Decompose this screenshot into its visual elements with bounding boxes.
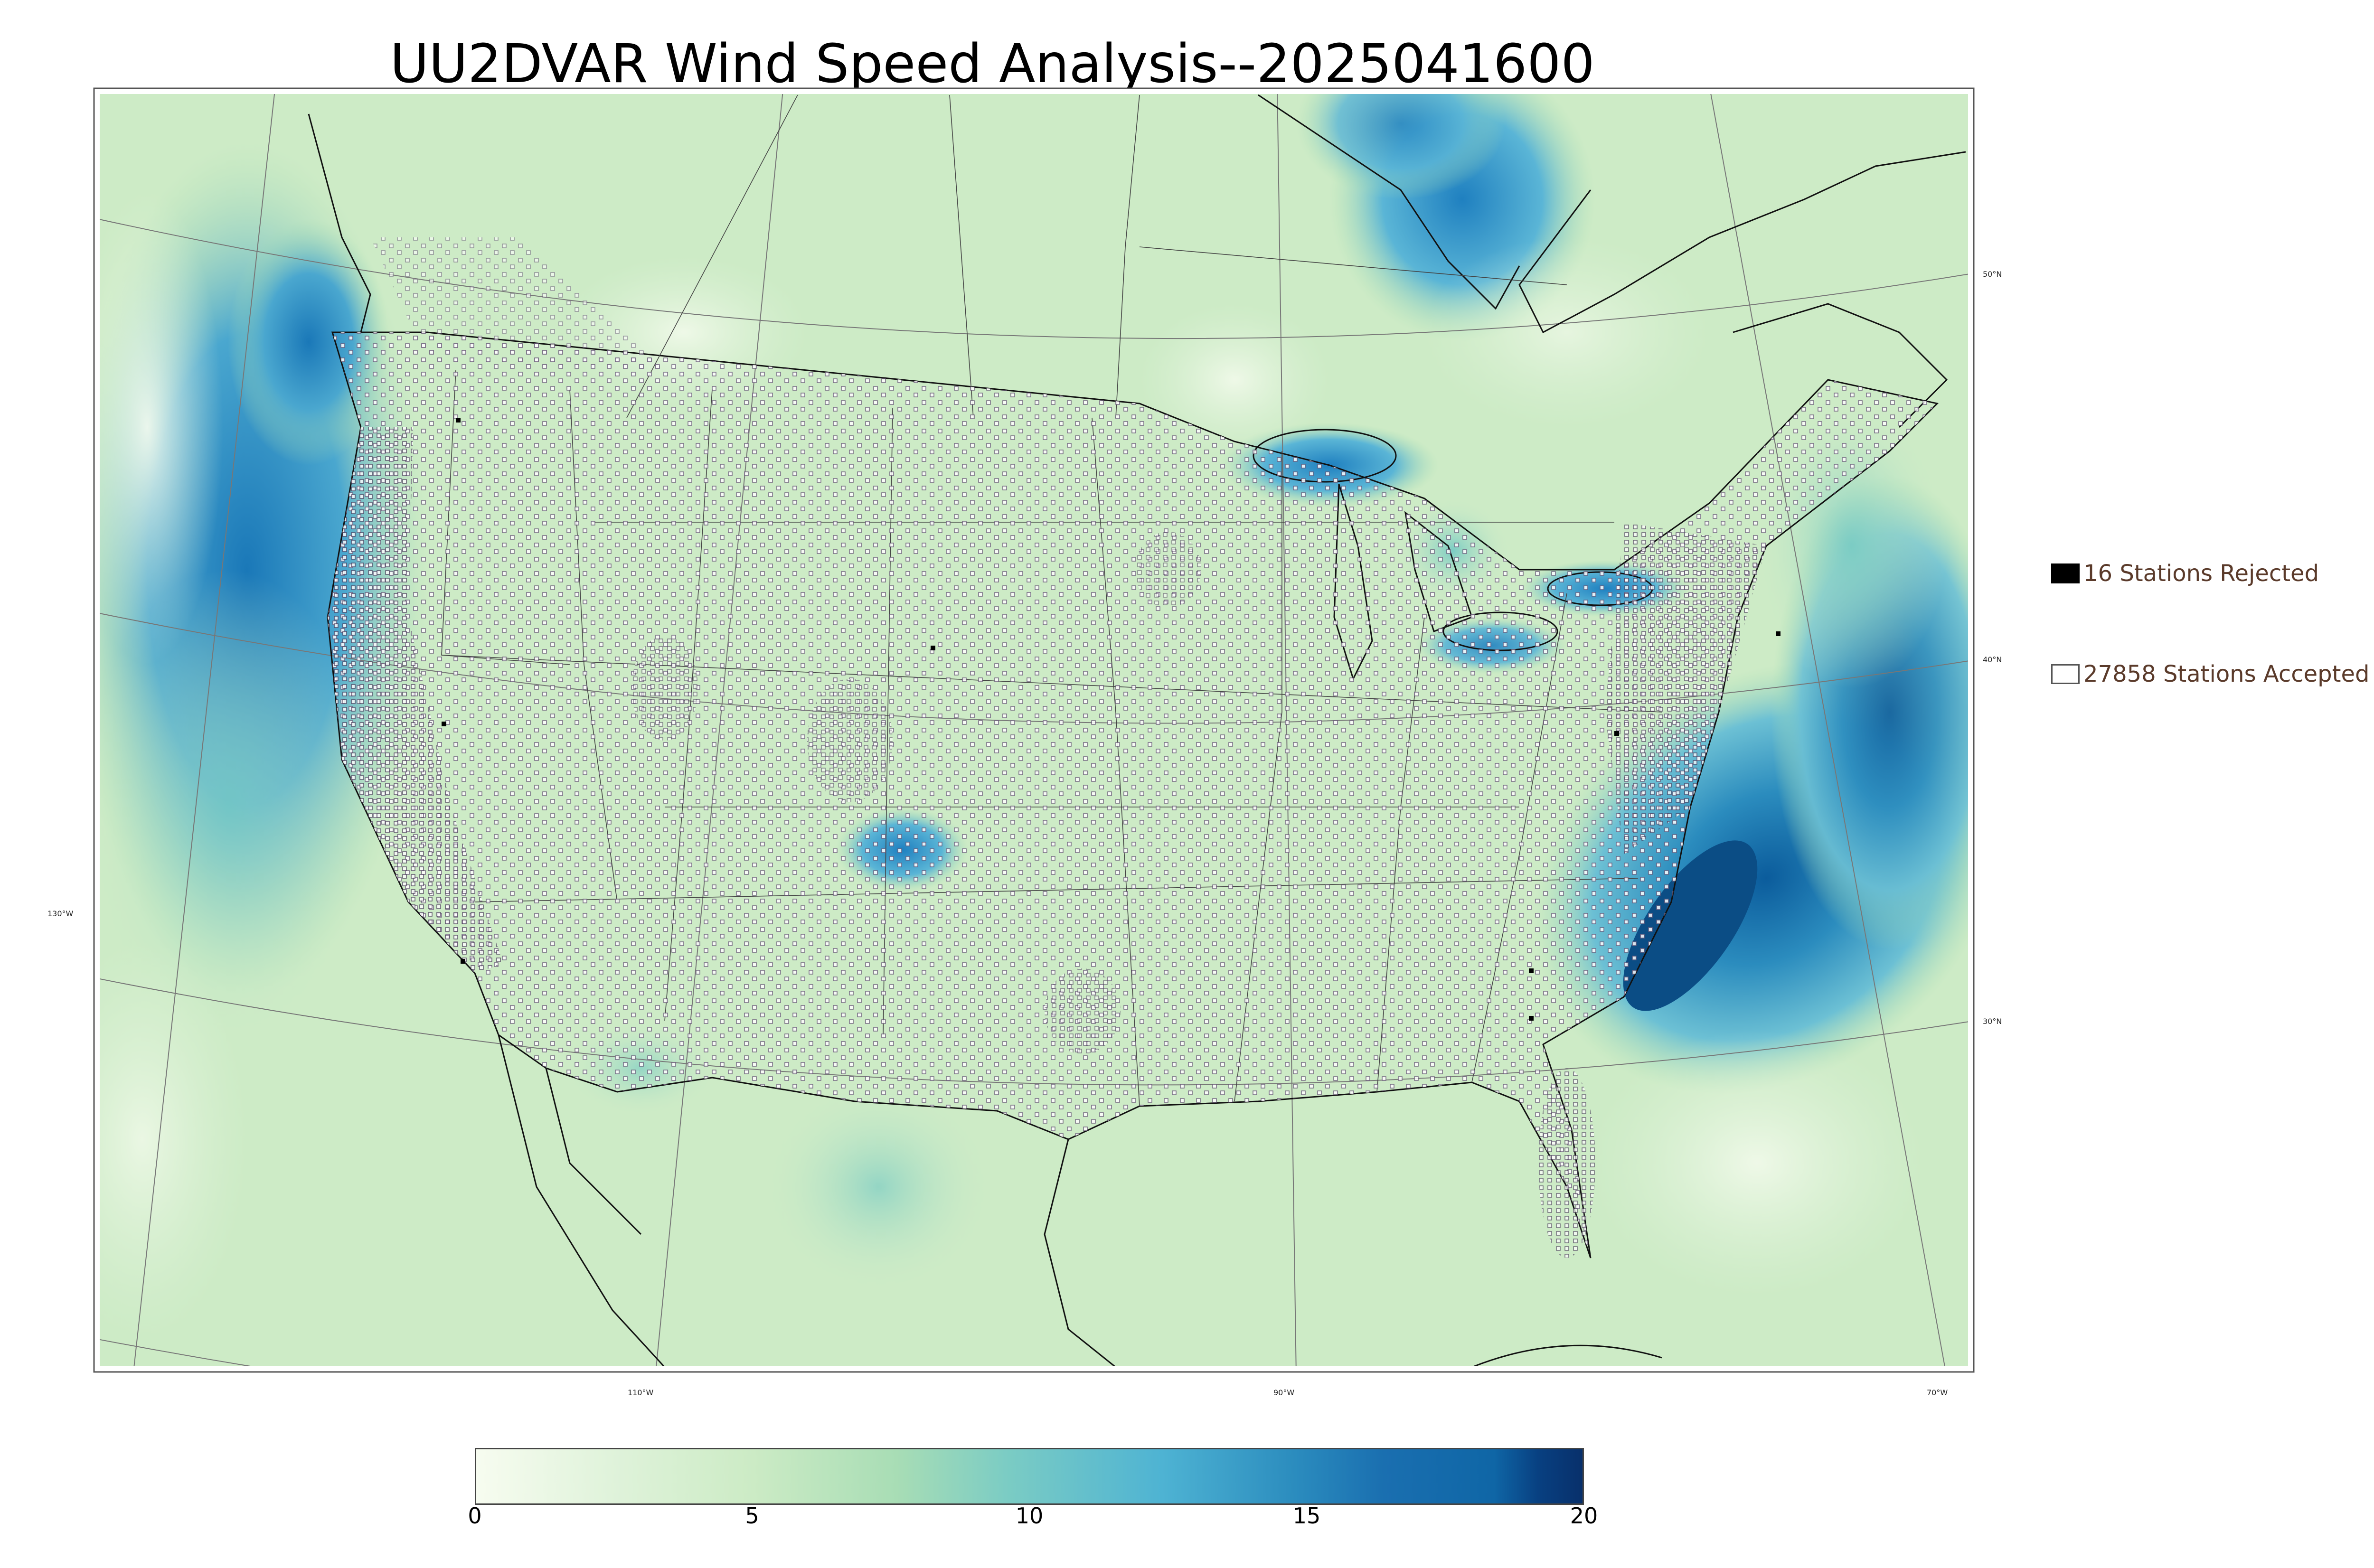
legend-rejected: 16 Stations Rejected: [2051, 560, 2319, 587]
graticule-label-90w: 90°W: [1273, 1388, 1295, 1397]
legend-accepted: 27858 Stations Accepted: [2051, 661, 2369, 687]
colorbar-tick-20: 20: [1570, 1503, 1598, 1529]
colorbar-tick-15: 15: [1292, 1503, 1321, 1529]
colorbar-tick-10: 10: [1015, 1503, 1044, 1529]
accepted-swatch: [2051, 664, 2080, 684]
rejected-swatch: [2051, 563, 2080, 583]
graticule-label-130w: 130°W: [47, 909, 74, 918]
colorbar-tick-0: 0: [468, 1503, 482, 1529]
colorbar: [475, 1448, 1584, 1505]
graticule-label-40n: 40°N: [1983, 655, 2002, 664]
accepted-label: 27858 Stations Accepted: [2083, 661, 2370, 687]
graticule-label-30n: 30°N: [1983, 1017, 2002, 1026]
graticule-label-50n: 50°N: [1983, 270, 2002, 279]
graticule-label-110w: 110°W: [628, 1388, 654, 1397]
graticule-label-70w: 70°W: [1927, 1388, 1948, 1397]
map-title: UU2DVAR Wind Speed Analysis--2025041600: [390, 33, 1595, 95]
colorbar-tick-5: 5: [745, 1503, 759, 1529]
station-markers: [328, 237, 1937, 1258]
atlantic-wind-field: [1534, 404, 1968, 1296]
colorbar-ticks: 0 5 10 15 20: [468, 1503, 1598, 1531]
rejected-label: 16 Stations Rejected: [2083, 560, 2319, 587]
